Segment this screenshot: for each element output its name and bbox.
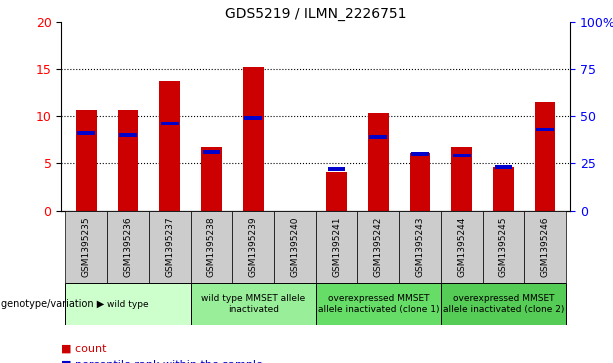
Bar — [76, 110, 97, 211]
Text: GSM1395245: GSM1395245 — [499, 216, 508, 277]
Bar — [66, 283, 191, 325]
Bar — [399, 211, 441, 283]
Bar — [191, 211, 232, 283]
Text: GSM1395244: GSM1395244 — [457, 216, 466, 277]
Text: genotype/variation ▶: genotype/variation ▶ — [1, 299, 104, 309]
Text: GSM1395241: GSM1395241 — [332, 216, 341, 277]
Text: GSM1395236: GSM1395236 — [124, 216, 132, 277]
Bar — [409, 153, 430, 211]
Bar — [118, 110, 139, 211]
Bar — [328, 167, 345, 171]
Text: wild type: wild type — [107, 299, 149, 309]
Text: GSM1395242: GSM1395242 — [374, 216, 383, 277]
Bar — [536, 128, 554, 131]
Text: GSM1395237: GSM1395237 — [166, 216, 174, 277]
Bar — [441, 211, 482, 283]
Bar — [119, 133, 137, 137]
Bar — [232, 211, 274, 283]
Text: GSM1395238: GSM1395238 — [207, 216, 216, 277]
Text: GSM1395235: GSM1395235 — [82, 216, 91, 277]
Bar — [66, 211, 107, 283]
Bar — [191, 283, 316, 325]
Bar — [326, 172, 347, 211]
Bar — [316, 211, 357, 283]
Bar — [493, 167, 514, 211]
Bar — [451, 147, 472, 211]
Text: wild type MMSET allele
inactivated: wild type MMSET allele inactivated — [201, 294, 305, 314]
Text: ■ count: ■ count — [61, 343, 107, 354]
Text: GSM1395239: GSM1395239 — [249, 216, 257, 277]
Bar — [441, 283, 566, 325]
Text: GSM1395240: GSM1395240 — [291, 216, 299, 277]
Bar — [274, 211, 316, 283]
Bar — [77, 131, 95, 135]
Text: GSM1395246: GSM1395246 — [541, 216, 550, 277]
Text: ■ percentile rank within the sample: ■ percentile rank within the sample — [61, 360, 263, 363]
Bar — [243, 67, 264, 211]
Bar — [244, 117, 262, 120]
Bar — [411, 152, 429, 156]
Bar — [482, 211, 524, 283]
Title: GDS5219 / ILMN_2226751: GDS5219 / ILMN_2226751 — [225, 7, 406, 21]
Bar — [159, 81, 180, 211]
Bar — [368, 113, 389, 211]
Bar — [161, 122, 178, 125]
Bar — [149, 211, 191, 283]
Bar — [524, 211, 566, 283]
Bar — [535, 102, 555, 211]
Bar — [370, 135, 387, 139]
Text: GSM1395243: GSM1395243 — [416, 216, 424, 277]
Bar — [316, 283, 441, 325]
Bar — [453, 154, 471, 158]
Text: overexpressed MMSET
allele inactivated (clone 2): overexpressed MMSET allele inactivated (… — [443, 294, 564, 314]
Bar — [107, 211, 149, 283]
Bar — [201, 147, 222, 211]
Text: overexpressed MMSET
allele inactivated (clone 1): overexpressed MMSET allele inactivated (… — [318, 294, 439, 314]
Bar — [357, 211, 399, 283]
Bar — [202, 150, 220, 154]
Bar — [495, 166, 512, 169]
